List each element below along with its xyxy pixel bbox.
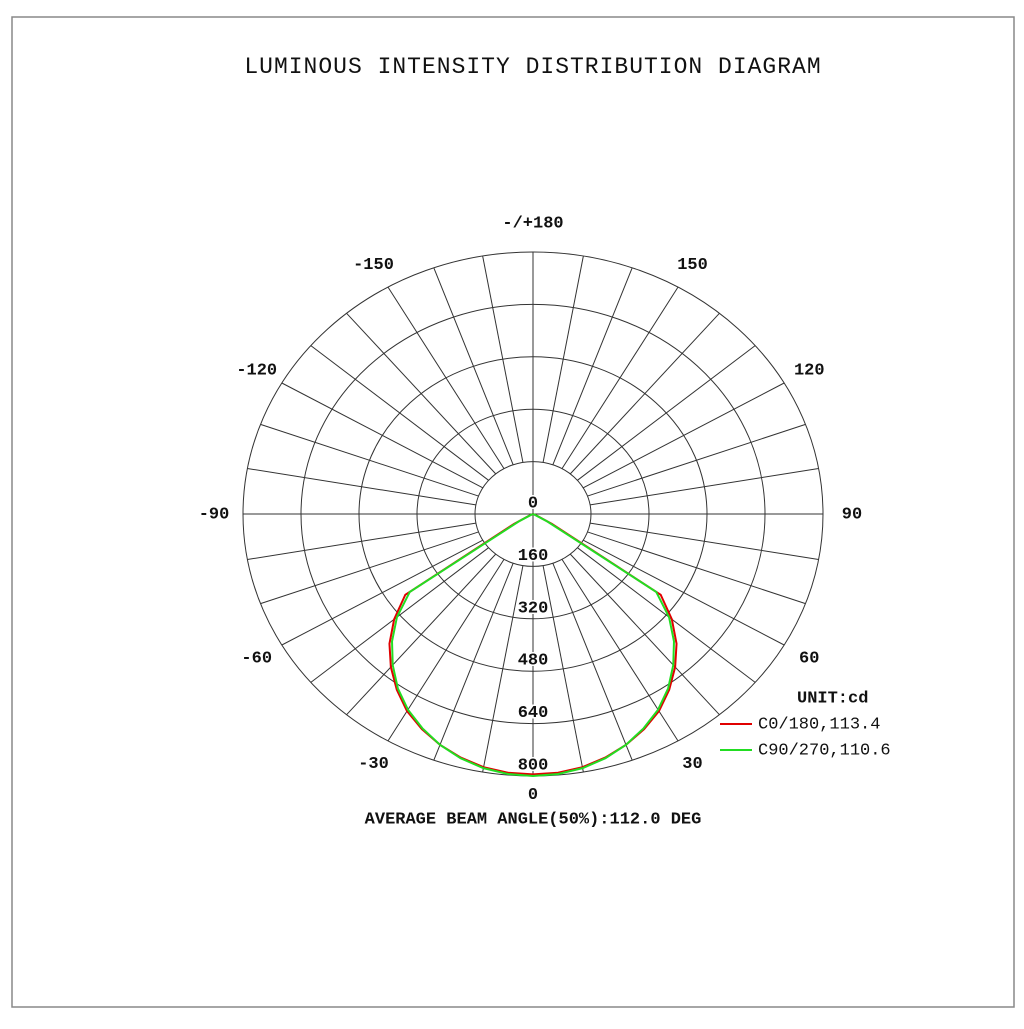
angle-tick-label: -30 — [358, 755, 389, 774]
angle-tick-label: 120 — [794, 361, 825, 380]
grid-ring — [416, 408, 650, 620]
frame — [11, 16, 1015, 1008]
legend-label: C0/180,113.4 — [758, 715, 880, 734]
angle-tick-label: -90 — [199, 505, 230, 524]
legend-label: C90/270,110.6 — [758, 741, 891, 760]
angle-tick-label: 150 — [677, 256, 708, 275]
grid-ring — [300, 303, 766, 725]
chart-title: LUMINOUS INTENSITY DISTRIBUTION DIAGRAM — [244, 54, 821, 80]
angle-tick-label: 60 — [799, 650, 819, 669]
unit-label: UNIT:cd — [797, 689, 868, 708]
angle-tick-label: -60 — [241, 650, 272, 669]
grid-ring — [474, 461, 592, 567]
r-tick-label: 160 — [518, 547, 549, 566]
series-line — [388, 513, 678, 776]
angle-tick-label: -120 — [236, 361, 277, 380]
angle-tick-label: -/+180 — [502, 215, 563, 234]
footer: AVERAGE BEAM ANGLE(50%):112.0 DEG — [365, 810, 702, 829]
angle-tick-label: 90 — [842, 505, 862, 524]
angle-tick-label: 0 — [528, 786, 538, 805]
r-tick-label: 480 — [518, 652, 549, 671]
r-tick-label: 640 — [518, 704, 549, 723]
grid-ring — [358, 356, 708, 672]
angle-tick-label: 30 — [682, 755, 702, 774]
r-tick-label: 320 — [518, 599, 549, 618]
r-tick-label: 0 — [528, 494, 538, 513]
series-line — [391, 513, 675, 778]
angle-tick-label: -150 — [353, 256, 394, 275]
r-tick-label: 800 — [518, 756, 549, 775]
